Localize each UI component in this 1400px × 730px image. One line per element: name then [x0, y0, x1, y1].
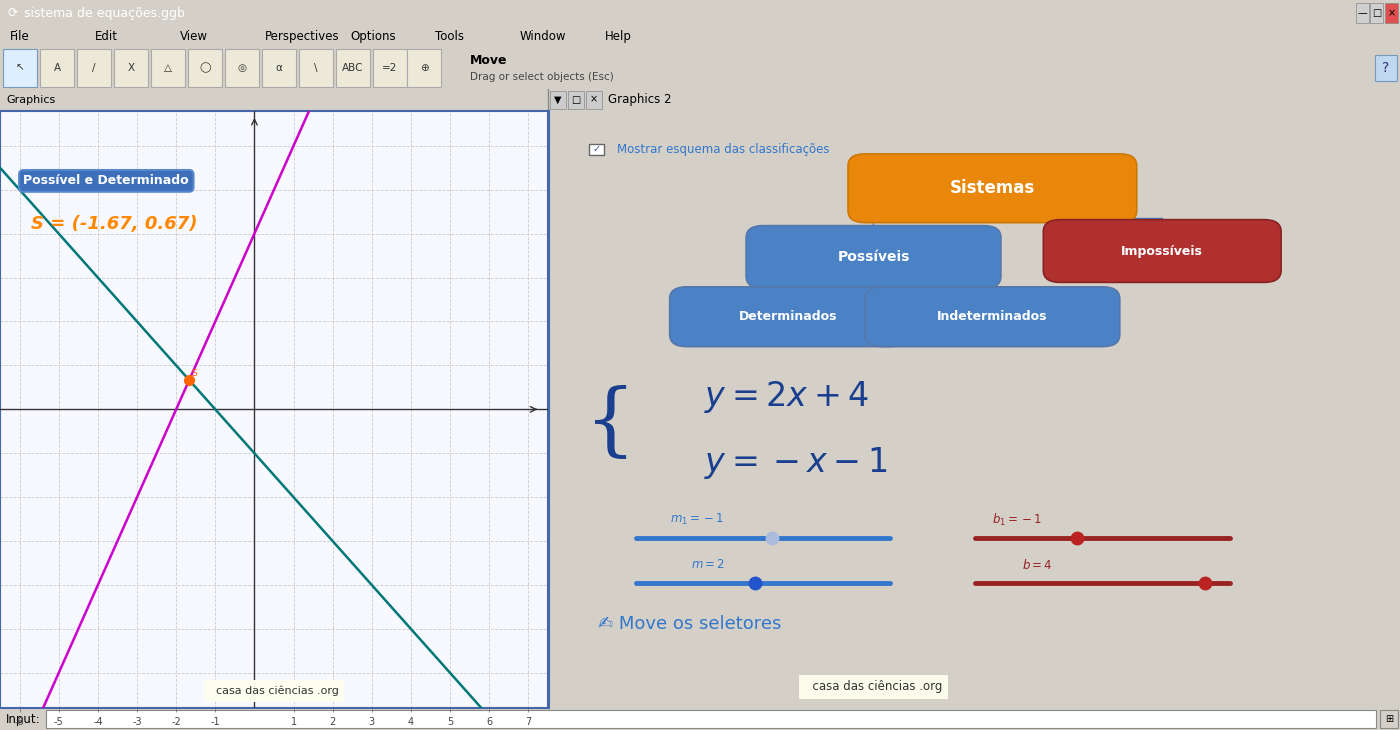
Text: ABC: ABC: [342, 63, 364, 73]
Text: Edit: Edit: [95, 30, 118, 43]
Text: Impossíveis: Impossíveis: [1121, 245, 1203, 258]
Text: \: \: [314, 63, 318, 73]
FancyBboxPatch shape: [77, 49, 111, 87]
Text: S = (-1.67, 0.67): S = (-1.67, 0.67): [31, 215, 197, 233]
Text: Options: Options: [350, 30, 396, 43]
Text: File: File: [10, 30, 29, 43]
Text: Graphics 2: Graphics 2: [608, 93, 672, 106]
FancyBboxPatch shape: [1380, 710, 1399, 728]
FancyBboxPatch shape: [3, 49, 36, 87]
Text: /: /: [92, 63, 95, 73]
Text: ⊕: ⊕: [420, 63, 428, 73]
Text: $m = 2$: $m = 2$: [692, 558, 725, 571]
Text: $m_1 = -1$: $m_1 = -1$: [669, 512, 724, 528]
Text: ◯: ◯: [199, 63, 211, 73]
FancyBboxPatch shape: [113, 49, 148, 87]
Text: $y = 2x + 4$: $y = 2x + 4$: [704, 380, 868, 415]
FancyBboxPatch shape: [372, 49, 407, 87]
Text: △: △: [164, 63, 172, 73]
FancyBboxPatch shape: [300, 49, 333, 87]
FancyBboxPatch shape: [1357, 3, 1369, 23]
Text: □: □: [571, 95, 581, 104]
Text: sistema de equações.ggb: sistema de equações.ggb: [24, 7, 185, 20]
Text: ◎: ◎: [238, 63, 246, 73]
FancyBboxPatch shape: [1371, 3, 1383, 23]
Text: Sistemas: Sistemas: [949, 180, 1035, 197]
FancyBboxPatch shape: [1385, 3, 1399, 23]
Text: ×: ×: [589, 95, 598, 104]
Text: Possíveis: Possíveis: [837, 250, 910, 264]
FancyBboxPatch shape: [41, 49, 74, 87]
Text: Indeterminados: Indeterminados: [937, 310, 1047, 323]
Text: Possível e Determinado: Possível e Determinado: [24, 174, 189, 188]
Text: Tools: Tools: [435, 30, 463, 43]
Text: casa das ciências .org: casa das ciências .org: [209, 685, 339, 696]
FancyBboxPatch shape: [407, 49, 441, 87]
FancyBboxPatch shape: [589, 144, 605, 155]
Text: $y = -x - 1$: $y = -x - 1$: [704, 445, 888, 481]
Text: Help: Help: [605, 30, 631, 43]
Text: ?: ?: [1382, 61, 1390, 74]
Text: S: S: [192, 369, 197, 377]
FancyBboxPatch shape: [262, 49, 295, 87]
Text: ✓: ✓: [592, 145, 601, 155]
FancyBboxPatch shape: [587, 91, 602, 109]
Text: ▼: ▼: [554, 95, 561, 104]
Text: Perspectives: Perspectives: [265, 30, 340, 43]
FancyBboxPatch shape: [46, 710, 1376, 728]
Text: Mostrar esquema das classificações: Mostrar esquema das classificações: [617, 143, 830, 156]
Text: Move: Move: [470, 54, 507, 67]
FancyBboxPatch shape: [336, 49, 370, 87]
Text: Graphics: Graphics: [6, 95, 55, 104]
Text: casa das ciências .org: casa das ciências .org: [805, 680, 942, 694]
FancyBboxPatch shape: [669, 287, 907, 347]
FancyBboxPatch shape: [568, 91, 584, 109]
Text: ⟳: ⟳: [8, 7, 18, 20]
Text: Window: Window: [519, 30, 567, 43]
Text: X: X: [127, 63, 134, 73]
Text: $b = 4$: $b = 4$: [1022, 558, 1053, 572]
Text: $b_1 = -1$: $b_1 = -1$: [993, 512, 1043, 528]
Text: Drag or select objects (Esc): Drag or select objects (Esc): [470, 72, 613, 82]
Text: A: A: [53, 63, 60, 73]
FancyBboxPatch shape: [1375, 55, 1397, 81]
Text: {: {: [585, 385, 636, 464]
FancyBboxPatch shape: [188, 49, 223, 87]
FancyBboxPatch shape: [225, 49, 259, 87]
FancyBboxPatch shape: [865, 287, 1120, 347]
Text: ✍ Move os seletores: ✍ Move os seletores: [598, 615, 781, 634]
Text: —: —: [1358, 8, 1368, 18]
Text: ↖: ↖: [15, 63, 24, 73]
Text: ⊞: ⊞: [1385, 714, 1393, 724]
Text: Input:: Input:: [6, 712, 41, 726]
Text: ×: ×: [1387, 8, 1396, 18]
FancyBboxPatch shape: [848, 154, 1137, 223]
Text: Determinados: Determinados: [739, 310, 837, 323]
FancyBboxPatch shape: [151, 49, 185, 87]
Text: α: α: [276, 63, 283, 73]
FancyBboxPatch shape: [1043, 220, 1281, 283]
Text: View: View: [181, 30, 209, 43]
FancyBboxPatch shape: [746, 226, 1001, 288]
FancyBboxPatch shape: [550, 91, 566, 109]
Text: □: □: [1372, 8, 1382, 18]
Text: =2: =2: [382, 63, 398, 73]
